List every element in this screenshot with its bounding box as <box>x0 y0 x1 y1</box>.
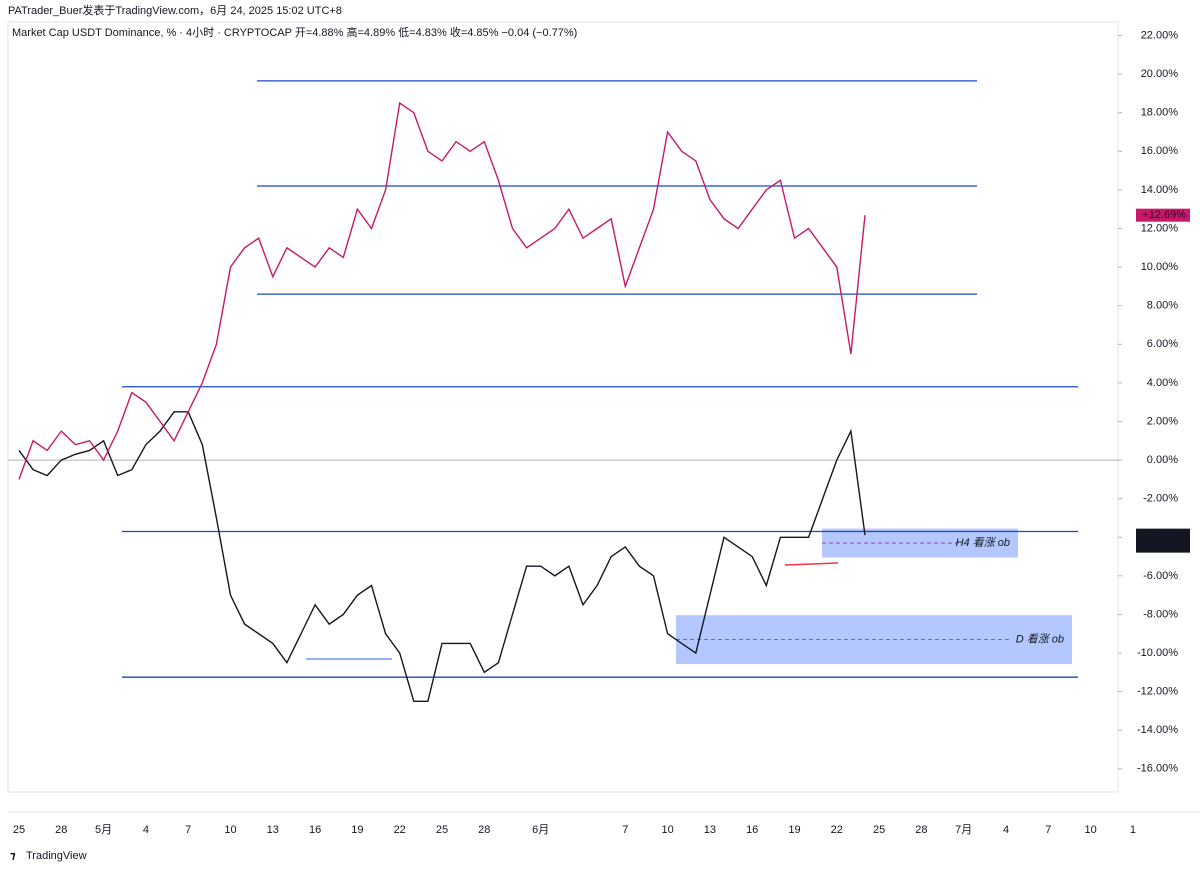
x-tick-label: 10 <box>224 824 236 836</box>
y-tick-label: 4.00% <box>1147 377 1178 389</box>
y-tick-label: 16.00% <box>1141 145 1179 157</box>
x-tick-label: 7 <box>622 824 628 836</box>
x-tick-label: 10 <box>1084 824 1096 836</box>
y-tick-label: -2.00% <box>1143 493 1178 505</box>
y-tick-label: 22.00% <box>1141 29 1179 41</box>
x-tick-label: 4 <box>143 824 149 836</box>
y-tick-label: -14.00% <box>1137 724 1178 736</box>
drawn-line <box>784 562 839 566</box>
x-tick-label: 19 <box>788 824 800 836</box>
x-tick-label: 5月 <box>95 824 112 836</box>
x-tick-label: 1 <box>1130 824 1136 836</box>
x-tick-label: 10 <box>661 824 673 836</box>
tv-logo: ⁊ <box>10 850 16 862</box>
zone-label: D 看涨 ob <box>1016 633 1064 646</box>
x-tick-label: 7 <box>1045 824 1051 836</box>
y-tick-label: -10.00% <box>1137 647 1178 659</box>
x-tick-label: 16 <box>309 824 321 836</box>
y-tick-label: -12.00% <box>1137 686 1178 698</box>
y-tick-label: 20.00% <box>1141 68 1179 80</box>
y-tick-label: -8.00% <box>1143 608 1178 620</box>
price-label-bg <box>1136 208 1190 222</box>
y-tick-label: 18.00% <box>1141 107 1179 119</box>
x-tick-label: 25 <box>13 824 25 836</box>
y-tick-label: 14.00% <box>1141 184 1179 196</box>
x-tick-label: 16 <box>746 824 758 836</box>
price-label: −3.89% <box>1148 529 1186 541</box>
price-label-bg <box>1136 528 1190 553</box>
y-tick-label: -16.00% <box>1137 763 1178 775</box>
footer-brand: TradingView <box>26 850 87 862</box>
x-tick-label: 4 <box>1003 824 1009 836</box>
y-tick-label: 10.00% <box>1141 261 1179 273</box>
y-tick-label: 6.00% <box>1147 338 1178 350</box>
plot-frame <box>7 21 1119 793</box>
y-tick-label: -6.00% <box>1143 570 1178 582</box>
x-tick-label: 22 <box>831 824 843 836</box>
y-tick-label: 12.00% <box>1141 222 1179 234</box>
x-tick-label: 28 <box>55 824 67 836</box>
legend: Market Cap USDT Dominance, % · 4小时 · CRY… <box>12 25 577 39</box>
x-tick-label: 13 <box>704 824 716 836</box>
series-line <box>18 101 866 480</box>
zone-label: H4 看涨 ob <box>956 536 1010 549</box>
x-tick-label: 28 <box>478 824 490 836</box>
x-tick-label: 6月 <box>532 824 549 836</box>
x-tick-label: 22 <box>394 824 406 836</box>
x-tick-label: 7月 <box>955 824 972 836</box>
series-line <box>18 411 866 702</box>
x-tick-label: 25 <box>436 824 448 836</box>
x-tick-label: 19 <box>351 824 363 836</box>
y-tick-label: 8.00% <box>1147 300 1178 312</box>
y-tick-label: 2.00% <box>1147 415 1178 427</box>
byline: PATrader_Buer发表于TradingView.com，6月 24, 2… <box>8 3 342 17</box>
countdown: 57:53 <box>1140 540 1168 552</box>
x-tick-label: 7 <box>185 824 191 836</box>
x-tick-label: 25 <box>873 824 885 836</box>
y-tick-label: 0.00% <box>1147 454 1178 466</box>
x-tick-label: 28 <box>915 824 927 836</box>
x-tick-label: 13 <box>267 824 279 836</box>
price-label: +12.69% <box>1142 209 1186 221</box>
